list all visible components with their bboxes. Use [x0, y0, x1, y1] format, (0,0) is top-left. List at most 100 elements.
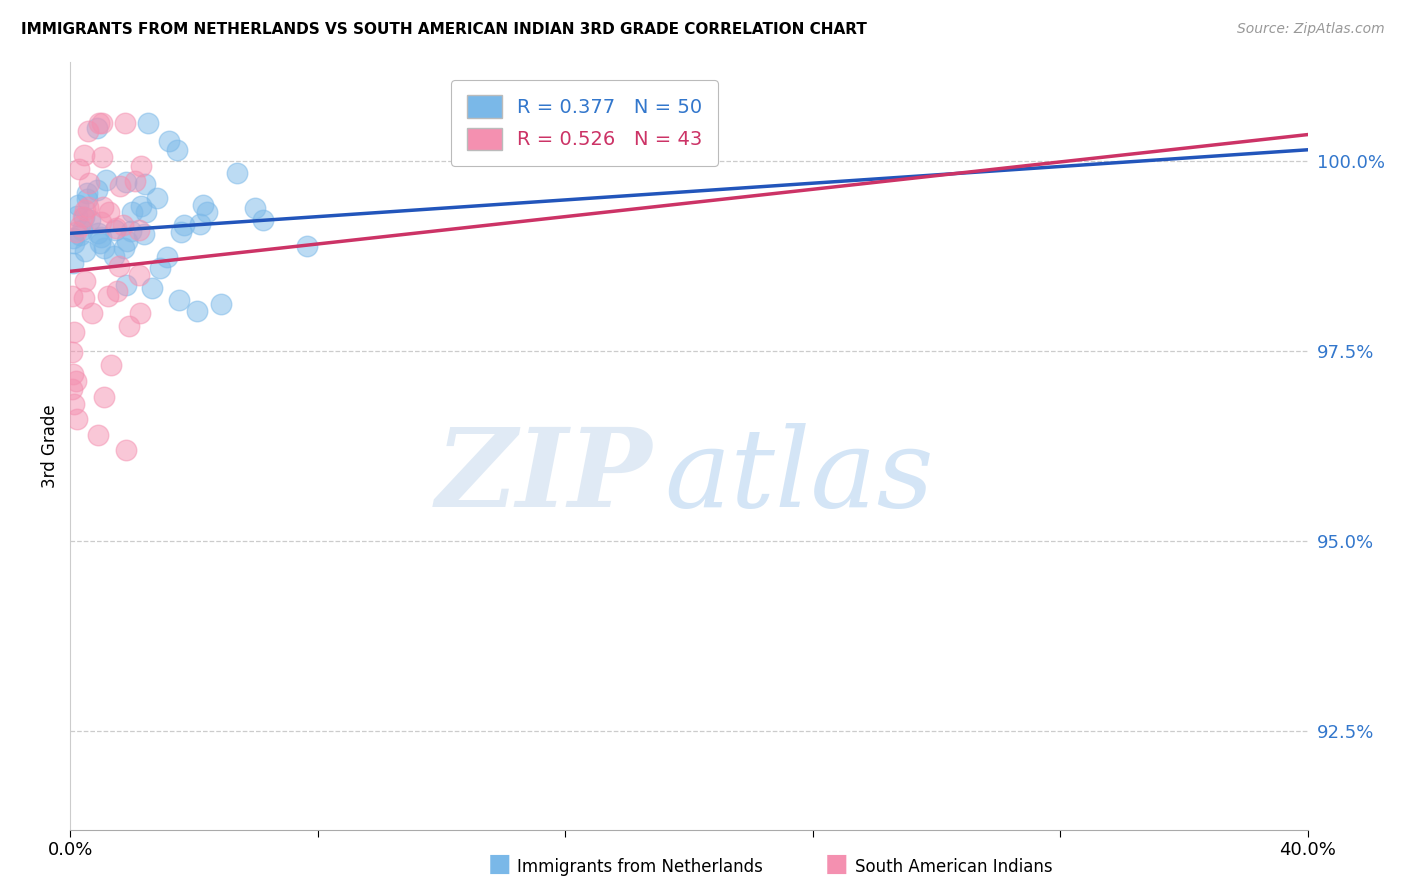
Point — [131, 199, 153, 213]
Point — [186, 303, 208, 318]
Point — [170, 225, 193, 239]
Text: ■: ■ — [488, 852, 510, 876]
Point — [97, 204, 120, 219]
Point — [77, 124, 100, 138]
Point — [134, 177, 156, 191]
Point — [89, 235, 111, 250]
Point — [166, 143, 188, 157]
Point — [114, 116, 136, 130]
Point — [72, 210, 94, 224]
Point — [93, 242, 115, 256]
Text: atlas: atlas — [664, 423, 934, 531]
Point — [93, 200, 115, 214]
Point — [112, 218, 135, 232]
Point — [66, 209, 89, 223]
Point — [69, 219, 91, 233]
Point — [124, 174, 146, 188]
Text: Source: ZipAtlas.com: Source: ZipAtlas.com — [1237, 22, 1385, 37]
Point — [91, 150, 114, 164]
Point — [90, 116, 112, 130]
Point — [252, 213, 274, 227]
Point — [173, 219, 195, 233]
Point — [128, 306, 150, 320]
Point — [114, 176, 136, 190]
Point — [297, 239, 319, 253]
Point — [157, 134, 180, 148]
Point — [73, 147, 96, 161]
Point — [129, 159, 152, 173]
Point — [118, 319, 141, 334]
Point — [90, 230, 112, 244]
Point — [66, 412, 89, 426]
Point — [167, 293, 190, 308]
Point — [62, 367, 84, 381]
Point — [135, 204, 157, 219]
Point — [103, 249, 125, 263]
Point — [149, 260, 172, 275]
Point — [195, 205, 218, 219]
Point — [115, 442, 138, 457]
Point — [86, 182, 108, 196]
Point — [62, 231, 84, 245]
Point — [105, 221, 128, 235]
Point — [191, 198, 214, 212]
Point — [93, 390, 115, 404]
Point — [87, 226, 110, 240]
Point — [66, 198, 89, 212]
Point — [60, 382, 83, 396]
Point — [60, 345, 83, 359]
Point — [73, 202, 96, 217]
Point — [77, 176, 100, 190]
Point — [76, 186, 98, 201]
Point — [117, 234, 139, 248]
Point — [146, 191, 169, 205]
Text: ZIP: ZIP — [436, 423, 652, 531]
Point — [69, 228, 91, 243]
Point — [120, 224, 142, 238]
Point — [108, 178, 131, 193]
Text: ■: ■ — [825, 852, 848, 876]
Point — [136, 116, 159, 130]
Point — [112, 241, 135, 255]
Point — [63, 397, 86, 411]
Point — [225, 166, 247, 180]
Point — [63, 236, 86, 251]
Point — [62, 325, 84, 339]
Point — [76, 200, 98, 214]
Point — [73, 210, 96, 224]
Text: IMMIGRANTS FROM NETHERLANDS VS SOUTH AMERICAN INDIAN 3RD GRADE CORRELATION CHART: IMMIGRANTS FROM NETHERLANDS VS SOUTH AME… — [21, 22, 868, 37]
Point — [73, 274, 96, 288]
Point — [65, 375, 87, 389]
Point — [73, 244, 96, 259]
Point — [87, 116, 110, 130]
Point — [97, 289, 120, 303]
Point — [100, 358, 122, 372]
Point — [73, 291, 96, 305]
Point — [188, 217, 211, 231]
Text: South American Indians: South American Indians — [855, 858, 1053, 876]
Point — [65, 225, 87, 239]
Point — [70, 223, 93, 237]
Point — [96, 173, 118, 187]
Text: Immigrants from Netherlands: Immigrants from Netherlands — [517, 858, 763, 876]
Point — [76, 192, 98, 206]
Point — [90, 215, 112, 229]
Point — [128, 268, 150, 282]
Y-axis label: 3rd Grade: 3rd Grade — [41, 404, 59, 488]
Point — [86, 120, 108, 135]
Point — [128, 223, 150, 237]
Point — [132, 227, 155, 241]
Point — [156, 250, 179, 264]
Legend: R = 0.377   N = 50, R = 0.526   N = 43: R = 0.377 N = 50, R = 0.526 N = 43 — [451, 79, 718, 166]
Point — [105, 285, 128, 299]
Point — [82, 306, 104, 320]
Point — [104, 223, 127, 237]
Point — [60, 288, 83, 302]
Point — [209, 296, 232, 310]
Point — [62, 256, 84, 270]
Point — [67, 162, 90, 177]
Point — [141, 280, 163, 294]
Point — [87, 427, 110, 442]
Point — [108, 259, 131, 273]
Point — [115, 278, 138, 293]
